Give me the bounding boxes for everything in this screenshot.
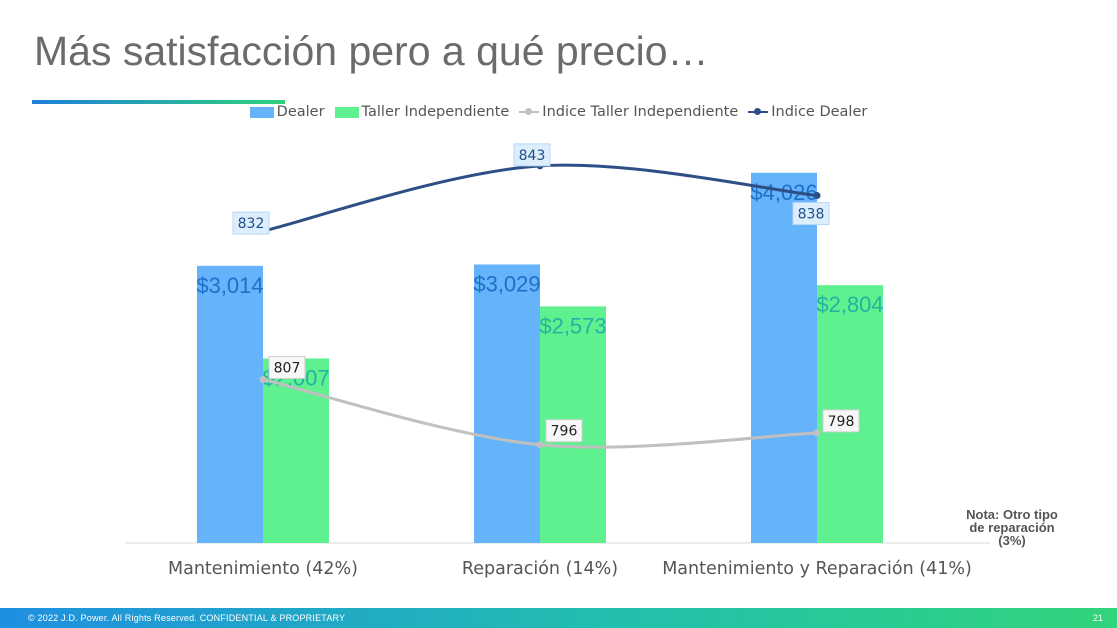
data-label-indice-taller-0: 807 [274, 360, 301, 376]
legend-item-indice-dealer: Indice Dealer [748, 104, 867, 120]
point-indice-dealer-2 [813, 192, 821, 200]
bar-dealer-2 [751, 172, 817, 543]
page-number: 21 [1092, 613, 1103, 623]
label-box-indice-taller-1 [545, 419, 583, 443]
chart-canvas: $3,014$3,029$4,026$2,007$2,573$2,804Mant… [125, 143, 990, 579]
footer-bar: © 2022 J.D. Power. All Rights Reserved. … [0, 608, 1117, 628]
legend-swatch-indice-dealer [748, 108, 769, 115]
data-label-indice-dealer-0: 832 [238, 216, 265, 232]
x-tick-label-1: Reparación (14%) [462, 559, 618, 579]
legend-label-taller: Taller Independiente [361, 104, 510, 120]
label-box-indice-dealer-0 [232, 211, 270, 235]
data-label-taller-2: $2,804 [816, 292, 883, 317]
slide-title: Más satisfacción pero a qué precio… [34, 28, 709, 74]
legend-swatch-taller [334, 106, 359, 118]
data-label-taller-1: $2,573 [539, 313, 606, 338]
legend-item-taller: Taller Independiente [334, 104, 510, 120]
legend-label-indice-dealer: Indice Dealer [771, 104, 868, 120]
point-indice-taller-1 [536, 441, 544, 449]
bar-dealer-0 [197, 265, 263, 543]
x-tick-label-0: Mantenimiento (42%) [168, 559, 358, 579]
legend-label-dealer: Dealer [276, 104, 325, 120]
data-label-dealer-0: $3,014 [196, 273, 263, 298]
legend-item-indice-taller: Indice Taller Independiente [519, 104, 738, 120]
data-label-dealer-2: $4,026 [750, 180, 817, 205]
label-box-indice-taller-2 [822, 409, 860, 433]
data-label-indice-taller-1: 796 [551, 424, 578, 440]
point-indice-taller-2 [813, 429, 821, 437]
legend-swatch-dealer [249, 106, 274, 118]
point-indice-taller-0 [259, 375, 267, 383]
chart-legend: Dealer Taller Independiente Indice Talle… [0, 104, 1117, 120]
legend-swatch-indice-taller [519, 108, 540, 115]
data-label-indice-taller-2: 798 [828, 414, 855, 430]
legend-item-dealer: Dealer [249, 104, 325, 120]
label-box-indice-taller-0 [268, 355, 306, 379]
title-underline [32, 100, 285, 104]
footer-copyright: © 2022 J.D. Power. All Rights Reserved. … [28, 613, 346, 623]
x-tick-label-2: Mantenimiento y Reparación (41%) [662, 559, 972, 579]
label-box-indice-dealer-1 [513, 143, 551, 167]
note-otro-tipo: Nota: Otro tipo de reparación (3%) [966, 507, 1058, 548]
data-label-dealer-1: $3,029 [473, 271, 540, 296]
legend-label-indice-taller: Indice Taller Independiente [542, 104, 739, 120]
label-box-indice-dealer-2 [792, 202, 830, 226]
line-indice-dealer [262, 163, 818, 233]
data-label-indice-dealer-2: 838 [798, 207, 825, 223]
bar-dealer-1 [474, 264, 540, 543]
data-label-indice-dealer-1: 843 [519, 148, 546, 164]
